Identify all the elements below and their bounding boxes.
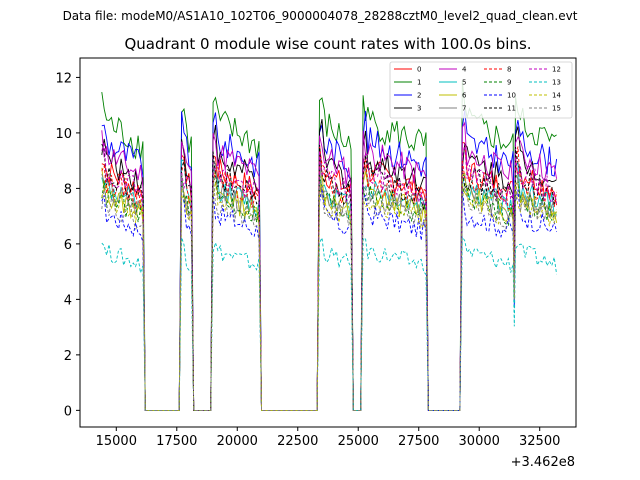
y-tick-label: 4 [64,293,72,308]
series-layer [101,80,558,411]
x-tick-label: 20000 [217,434,258,449]
series-line-11 [101,143,557,411]
legend-label-12: 12 [552,66,561,74]
x-tick-label: 27500 [398,434,439,449]
y-tick-label: 6 [64,238,72,253]
plot-frame [79,57,577,428]
y-tick-label: 10 [55,127,72,142]
y-tick-label: 8 [64,182,72,197]
legend-label-2: 2 [417,92,421,100]
legend-label-9: 9 [507,79,511,87]
x-tick-label: 30000 [459,434,500,449]
chart-title: Quadrant 0 module wise count rates with … [124,35,531,53]
x-offset-label: +3.462e8 [511,455,575,470]
legend-label-5: 5 [462,79,466,87]
x-axis: 15000 17500 20000 22500 25000 27500 30000 32500 [96,427,560,449]
legend-label-3: 3 [417,105,421,113]
series-line-9 [101,171,557,411]
x-tick-label: 17500 [156,434,197,449]
legend-label-8: 8 [507,66,511,74]
x-tick-label: 15000 [96,434,137,449]
file-suptitle: Data file: modeM0/AS1A10_102T06_90000040… [63,9,578,23]
legend-label-11: 11 [507,105,516,113]
series-line-15 [101,174,557,411]
series-line-10 [101,185,558,411]
legend-label-6: 6 [462,92,467,100]
legend-label-1: 1 [417,79,421,87]
x-tick-label: 32500 [519,434,560,449]
y-tick-label: 12 [55,71,72,86]
legend-label-13: 13 [552,79,561,87]
y-tick-label: 2 [64,349,72,364]
series-line-14 [101,171,558,411]
y-axis: 0 2 4 6 8 10 12 [55,71,80,419]
legend-label-15: 15 [552,105,561,113]
series-line-1 [101,80,557,411]
series-line-13 [101,235,558,411]
legend-label-10: 10 [507,92,516,100]
legend-label-4: 4 [462,66,467,74]
legend-label-7: 7 [462,105,466,113]
x-tick-label: 22500 [277,434,318,449]
series-line-8 [101,146,558,411]
series-line-4 [101,121,558,411]
x-tick-label: 25000 [338,434,379,449]
legend-label-14: 14 [552,92,561,100]
legend-box [389,61,573,119]
y-tick-label: 0 [64,404,72,419]
legend-label-0: 0 [417,66,421,74]
